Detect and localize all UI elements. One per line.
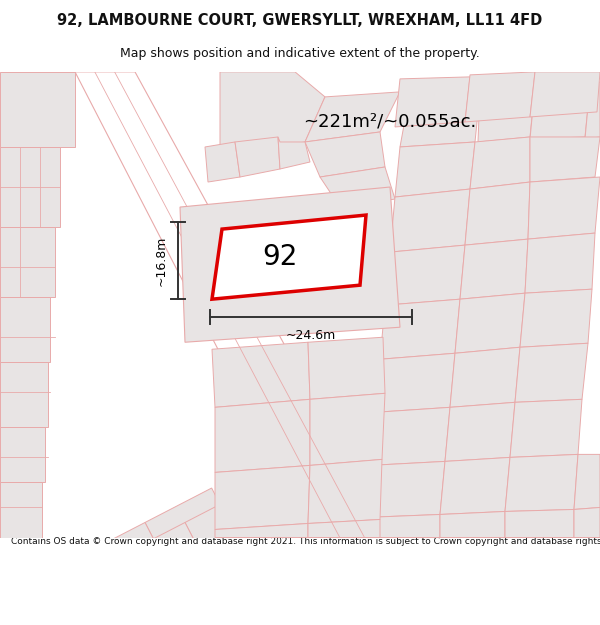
Polygon shape bbox=[278, 137, 310, 169]
Polygon shape bbox=[385, 245, 465, 305]
Polygon shape bbox=[71, 594, 157, 625]
Polygon shape bbox=[145, 488, 231, 560]
Polygon shape bbox=[308, 459, 382, 524]
Polygon shape bbox=[118, 522, 204, 594]
Text: ~16.8m: ~16.8m bbox=[155, 236, 168, 286]
Polygon shape bbox=[530, 137, 600, 182]
Polygon shape bbox=[460, 239, 528, 299]
Text: Contains OS data © Crown copyright and database right 2021. This information is : Contains OS data © Crown copyright and d… bbox=[11, 538, 600, 546]
Polygon shape bbox=[215, 466, 310, 529]
Text: Map shows position and indicative extent of the property.: Map shows position and indicative extent… bbox=[120, 48, 480, 61]
Polygon shape bbox=[184, 562, 269, 625]
Polygon shape bbox=[0, 297, 50, 362]
Polygon shape bbox=[52, 557, 137, 625]
Polygon shape bbox=[585, 82, 600, 139]
Polygon shape bbox=[365, 514, 440, 538]
Polygon shape bbox=[320, 167, 395, 207]
Text: ~24.6m: ~24.6m bbox=[286, 329, 336, 342]
Polygon shape bbox=[305, 132, 385, 177]
Polygon shape bbox=[375, 353, 455, 412]
Polygon shape bbox=[215, 524, 308, 538]
Polygon shape bbox=[530, 72, 600, 117]
Polygon shape bbox=[157, 598, 243, 625]
Polygon shape bbox=[0, 362, 48, 428]
Polygon shape bbox=[12, 557, 98, 625]
Polygon shape bbox=[440, 458, 510, 514]
Polygon shape bbox=[510, 399, 582, 458]
Polygon shape bbox=[515, 343, 588, 402]
Polygon shape bbox=[505, 509, 574, 538]
Polygon shape bbox=[465, 182, 530, 245]
Polygon shape bbox=[390, 189, 470, 252]
Polygon shape bbox=[224, 562, 310, 625]
Polygon shape bbox=[117, 598, 203, 625]
Polygon shape bbox=[574, 508, 600, 538]
Polygon shape bbox=[455, 293, 525, 353]
Polygon shape bbox=[0, 482, 42, 538]
Polygon shape bbox=[212, 342, 310, 408]
Polygon shape bbox=[370, 408, 450, 466]
Polygon shape bbox=[305, 92, 400, 142]
Polygon shape bbox=[164, 526, 250, 598]
Polygon shape bbox=[137, 560, 224, 625]
Polygon shape bbox=[0, 428, 45, 483]
Polygon shape bbox=[470, 137, 530, 189]
Polygon shape bbox=[204, 526, 290, 598]
Polygon shape bbox=[98, 560, 184, 625]
Polygon shape bbox=[440, 511, 505, 538]
Polygon shape bbox=[215, 399, 310, 472]
Polygon shape bbox=[505, 454, 578, 511]
Polygon shape bbox=[243, 600, 329, 625]
Polygon shape bbox=[528, 177, 600, 239]
Polygon shape bbox=[365, 461, 445, 518]
Polygon shape bbox=[395, 77, 470, 127]
Polygon shape bbox=[212, 215, 366, 299]
Polygon shape bbox=[75, 72, 390, 538]
Polygon shape bbox=[205, 142, 240, 182]
Polygon shape bbox=[525, 233, 595, 293]
Polygon shape bbox=[478, 87, 535, 142]
Polygon shape bbox=[574, 454, 600, 509]
Text: 92: 92 bbox=[262, 243, 298, 271]
Polygon shape bbox=[0, 227, 55, 297]
Polygon shape bbox=[465, 72, 535, 122]
Polygon shape bbox=[520, 289, 592, 348]
Polygon shape bbox=[180, 187, 400, 342]
Polygon shape bbox=[445, 402, 515, 461]
Polygon shape bbox=[400, 92, 480, 147]
Text: 92, LAMBOURNE COURT, GWERSYLLT, WREXHAM, LL11 4FD: 92, LAMBOURNE COURT, GWERSYLLT, WREXHAM,… bbox=[58, 12, 542, 28]
Polygon shape bbox=[310, 393, 385, 466]
Polygon shape bbox=[31, 594, 117, 625]
Polygon shape bbox=[235, 137, 280, 177]
Polygon shape bbox=[380, 299, 460, 359]
Polygon shape bbox=[185, 488, 271, 560]
Polygon shape bbox=[79, 522, 164, 594]
Polygon shape bbox=[308, 338, 385, 399]
Polygon shape bbox=[203, 600, 289, 625]
Text: ~221m²/~0.055ac.: ~221m²/~0.055ac. bbox=[304, 113, 476, 131]
Polygon shape bbox=[530, 87, 590, 139]
Polygon shape bbox=[395, 142, 475, 197]
Polygon shape bbox=[0, 147, 60, 227]
Polygon shape bbox=[220, 72, 325, 157]
Polygon shape bbox=[308, 519, 380, 538]
Polygon shape bbox=[450, 348, 520, 408]
Polygon shape bbox=[0, 72, 75, 147]
